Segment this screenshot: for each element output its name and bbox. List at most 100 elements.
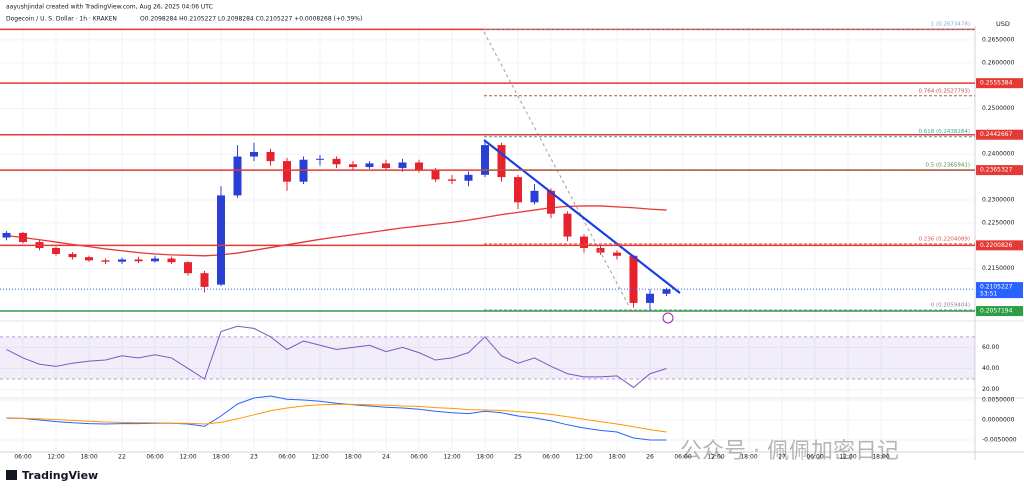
x-tick-label: 18:00 [740,454,757,461]
grid [0,26,975,452]
candle-body [547,190,555,214]
candle-body [68,253,77,258]
candle-body [283,161,291,182]
brand: TradingView [22,469,98,482]
candle-body [431,170,440,180]
x-tick-label: 18:00 [608,454,625,461]
candle-body [151,258,159,262]
y-tick-label: 0.2250000 [982,219,1015,226]
indicator-line [6,395,667,441]
author-line: aayushjindal created with TradingView.co… [6,4,213,11]
moving-average [6,205,667,257]
y-tick-label: 0.2600000 [982,59,1015,66]
candle-body [250,151,258,157]
level-label: 0.2555384 [980,80,1013,87]
candle-body [266,151,275,162]
candle-body [233,156,242,196]
symbol-line: Dogecoin / U. S. Dollar · 1h · KRAKEN [6,16,117,23]
candle-body [530,190,539,203]
candle-body [580,236,588,249]
level-label: 0.2057194 [980,308,1013,315]
indicator-line [6,325,667,389]
y-tick-label: 0.2500000 [982,105,1015,112]
fib-label: 1 (0.2673478) [931,22,970,28]
level-badge [976,306,1023,317]
candle-body [200,273,209,287]
candle-body [52,248,60,254]
candle-body [563,213,572,237]
candle-body [629,255,638,303]
level-badge [976,129,1023,140]
candle-body [514,177,522,203]
x-tick-label: 12:00 [839,454,856,461]
y-tick-label: 0.0050000 [982,397,1015,404]
candle-body [19,232,27,243]
x-tick-label: 12:00 [311,454,328,461]
x-tick-label: 18:00 [80,454,97,461]
level-label: 0.2365327 [980,167,1013,174]
candle-body [217,195,225,285]
y-tick-label: 0.2400000 [982,151,1015,158]
currency: USD [996,20,1010,28]
current-price-badge [976,282,1023,299]
x-tick-label: 06:00 [674,454,691,461]
candle-body [497,145,506,178]
candle-body [398,162,407,168]
y-tick-label: 20.00 [982,386,999,393]
indicator-line [6,403,667,433]
candle-body [448,179,456,181]
x-tick-label: 12:00 [47,454,64,461]
x-tick-label: 24 [382,454,390,461]
candle-body [349,164,357,168]
x-tick-label: 12:00 [443,454,460,461]
x-tick-label: 27 [778,454,786,461]
x-tick-label: 25 [514,454,522,461]
x-tick-label: 12:00 [179,454,196,461]
candle-body [167,258,176,263]
candle-body [2,232,11,238]
candle-body [184,262,192,274]
x-tick-label: 06:00 [14,454,31,461]
y-tick-label: 0.2300000 [982,196,1015,203]
candle-body [134,259,143,262]
trend-line [483,139,681,294]
x-tick-label: 06:00 [542,454,559,461]
ohlc-line: O0.2098284 H0.2105227 L0.2098284 C0.2105… [140,16,362,23]
rsi-band [0,336,975,380]
level-badge [976,78,1023,89]
y-tick-label: 0.2650000 [982,36,1015,43]
x-tick-label: 06:00 [278,454,295,461]
candle-body [464,174,473,181]
candle-body [101,260,110,262]
candle-body [481,145,489,175]
x-tick-label: 18:00 [872,454,889,461]
x-tick-label: 22 [118,454,126,461]
candle-body [646,293,654,303]
level-label: 0.2442667 [980,131,1013,138]
candle-body [382,163,390,168]
replay-icon [662,312,674,324]
fib-label: 0.236 (0.2204089) [918,236,970,242]
x-tick-label: 06:00 [806,454,823,461]
fib-label: 0 (0.2059404) [931,303,970,309]
brand-logo [6,470,17,480]
fib-label: 0.618 (0.2438284) [918,129,970,135]
current-price-label: 0.2105227 [980,284,1013,291]
candle-body [365,163,374,168]
y-tick-label: 0.0000000 [982,417,1015,424]
x-tick-label: 23 [250,454,258,461]
candle-body [415,162,423,171]
y-tick-label: -0.0050000 [982,437,1017,444]
fib-label: 0.5 (0.2365941) [925,162,970,168]
x-tick-label: 18:00 [476,454,493,461]
candle-body [662,289,671,294]
x-tick-label: 18:00 [344,454,361,461]
level-badge [976,240,1023,251]
y-tick-label: 60.00 [982,344,999,351]
x-tick-label: 06:00 [146,454,163,461]
watermark: 公众号 · 佩佩加密日记 [680,439,899,464]
x-tick-label: 12:00 [575,454,592,461]
x-tick-label: 18:00 [212,454,229,461]
